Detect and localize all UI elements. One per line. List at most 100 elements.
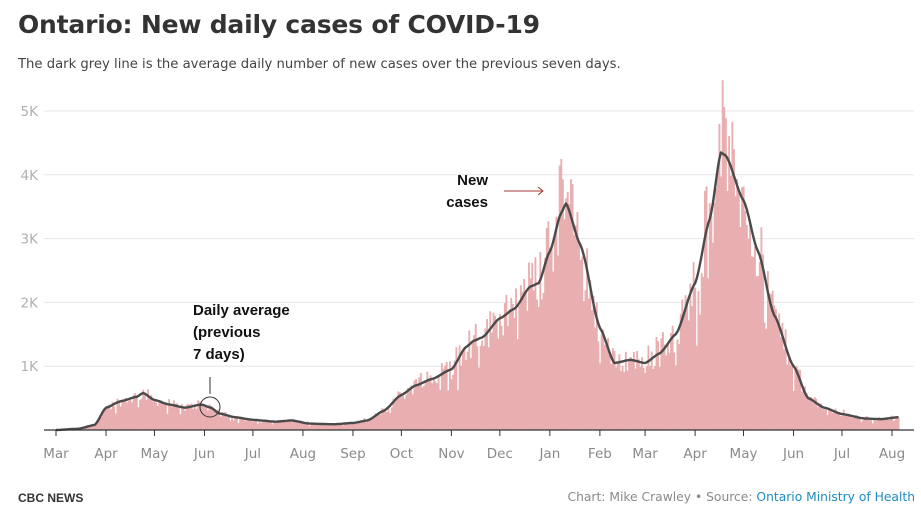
daily-case-bar: [169, 405, 172, 430]
daily-case-bar: [745, 225, 748, 430]
daily-case-bar: [119, 406, 122, 430]
daily-case-bar: [182, 407, 185, 430]
daily-case-bar: [591, 310, 593, 430]
daily-case-bar: [84, 427, 87, 430]
daily-case-bar: [415, 379, 417, 430]
daily-case-bar: [321, 423, 324, 430]
daily-case-bar: [132, 394, 135, 430]
x-tick-label: Mar: [632, 446, 658, 462]
daily-case-bar: [784, 329, 787, 430]
new-cases-bars: [56, 80, 900, 431]
daily-case-bar: [757, 275, 760, 430]
daily-case-bar: [726, 191, 729, 430]
daily-case-bar: [429, 375, 432, 430]
daily-case-bar: [181, 404, 183, 430]
daily-case-bar: [95, 423, 98, 430]
daily-case-bar: [783, 349, 785, 430]
daily-case-bar: [298, 421, 301, 430]
daily-case-bar: [350, 422, 353, 430]
daily-case-bar: [121, 399, 124, 430]
daily-case-bar: [729, 175, 732, 430]
daily-case-bar: [626, 370, 629, 430]
daily-case-bar: [579, 260, 582, 430]
daily-case-bar: [873, 418, 876, 430]
daily-case-bar: [277, 421, 280, 430]
daily-case-bar: [486, 319, 488, 430]
daily-case-bar: [676, 339, 679, 430]
daily-case-bar: [326, 423, 329, 430]
daily-case-bar: [319, 424, 322, 430]
x-tick-label: Jun: [193, 446, 215, 462]
daily-case-bar: [620, 370, 622, 430]
daily-case-bar: [313, 422, 316, 430]
daily-case-bar: [566, 191, 569, 430]
daily-case-bar: [644, 372, 647, 430]
daily-case-bar: [356, 420, 359, 430]
daily-case-bar: [184, 410, 187, 430]
daily-case-bar: [710, 215, 713, 430]
daily-case-bar: [231, 418, 233, 430]
daily-case-bar: [255, 420, 258, 430]
daily-case-bar: [218, 411, 221, 430]
daily-case-bar: [687, 320, 690, 430]
x-tick-label: Jun: [782, 446, 804, 462]
daily-case-bar: [808, 396, 811, 430]
daily-case-bar: [436, 383, 438, 430]
daily-case-bar: [755, 276, 758, 430]
daily-case-bar: [416, 384, 419, 430]
daily-case-bar: [237, 423, 240, 430]
daily-case-bar: [826, 414, 829, 430]
daily-case-bar: [268, 421, 271, 430]
daily-case-bar: [163, 404, 166, 430]
daily-case-bar: [245, 420, 248, 430]
daily-case-bar: [316, 424, 319, 430]
daily-case-bar: [479, 345, 482, 430]
daily-case-bar: [118, 400, 120, 430]
daily-case-bar: [846, 415, 848, 430]
daily-case-bar: [434, 381, 437, 430]
daily-case-bar: [776, 321, 779, 430]
y-tick-label: 4K: [21, 168, 40, 184]
daily-case-bar: [103, 410, 106, 430]
daily-case-bar: [807, 398, 810, 430]
daily-case-bar: [561, 179, 564, 430]
daily-case-bar: [858, 418, 861, 430]
daily-case-bar: [428, 379, 430, 430]
daily-case-bar: [89, 426, 91, 430]
daily-case-bar: [870, 420, 873, 430]
daily-case-bar: [532, 290, 535, 430]
daily-case-bar: [395, 399, 398, 430]
daily-case-bar: [560, 158, 563, 430]
daily-case-bar: [860, 421, 863, 430]
daily-case-bar: [161, 402, 164, 430]
credit-separator: •: [691, 490, 707, 504]
daily-case-bar: [540, 299, 543, 430]
daily-case-bar: [657, 341, 660, 430]
daily-case-bar: [448, 361, 451, 430]
daily-case-bar: [897, 417, 900, 430]
daily-case-bar: [623, 372, 626, 430]
daily-case-bar: [650, 351, 653, 430]
daily-case-bar: [281, 421, 284, 430]
daily-case-bar: [203, 406, 206, 430]
daily-case-bar: [791, 366, 793, 430]
daily-case-bar: [825, 409, 827, 430]
daily-case-bar: [510, 297, 513, 430]
daily-case-bar: [616, 360, 619, 430]
daily-case-bar: [345, 424, 348, 430]
daily-case-bar: [327, 425, 330, 430]
source-link[interactable]: Ontario Ministry of Health: [756, 490, 915, 504]
daily-case-bar: [306, 421, 309, 430]
daily-case-bar: [526, 310, 529, 430]
daily-case-bar: [671, 325, 674, 430]
daily-case-bar: [523, 278, 526, 430]
daily-case-bar: [252, 421, 254, 430]
daily-case-bar: [465, 359, 467, 430]
brand-logo-text: CBC NEWS: [18, 491, 84, 505]
y-tick-label: 1K: [21, 359, 40, 375]
daily-case-bar: [437, 374, 440, 430]
daily-case-bar: [97, 420, 100, 430]
daily-case-bar: [101, 412, 104, 430]
x-tick-label: Jul: [833, 446, 850, 462]
daily-case-bar: [148, 395, 151, 430]
